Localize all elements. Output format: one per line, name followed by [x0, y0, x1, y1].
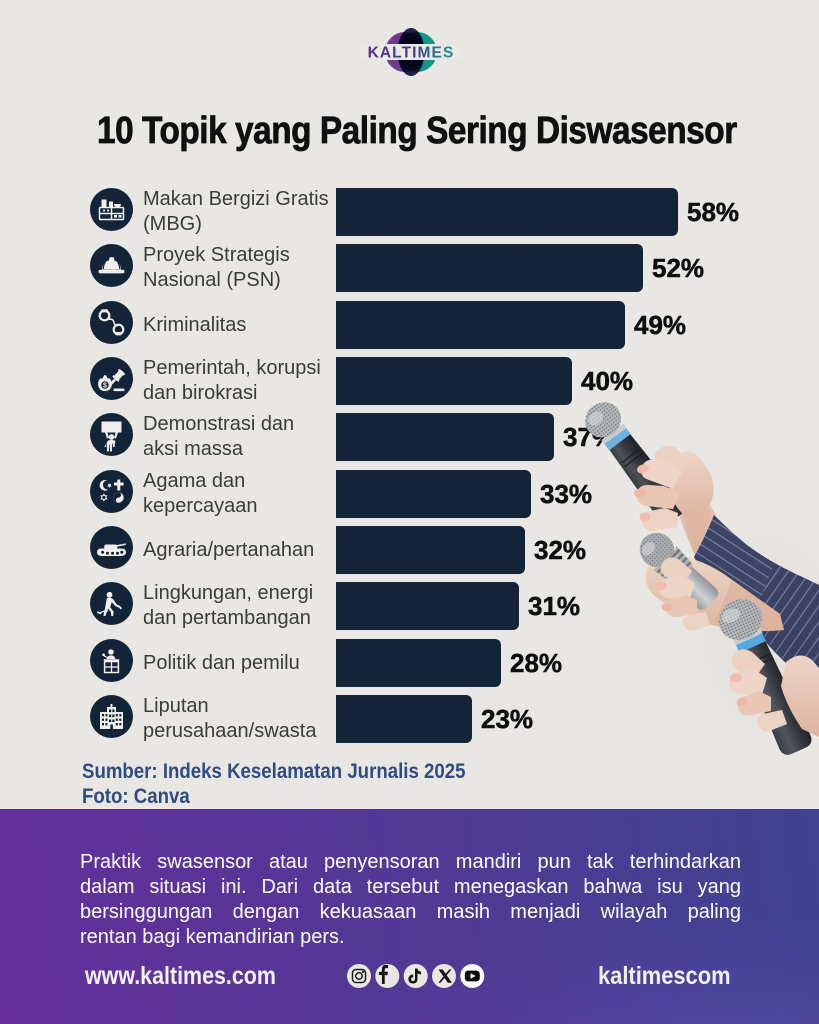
svg-text:KALTIMES: KALTIMES [368, 45, 455, 62]
svg-text:$: $ [103, 383, 107, 390]
